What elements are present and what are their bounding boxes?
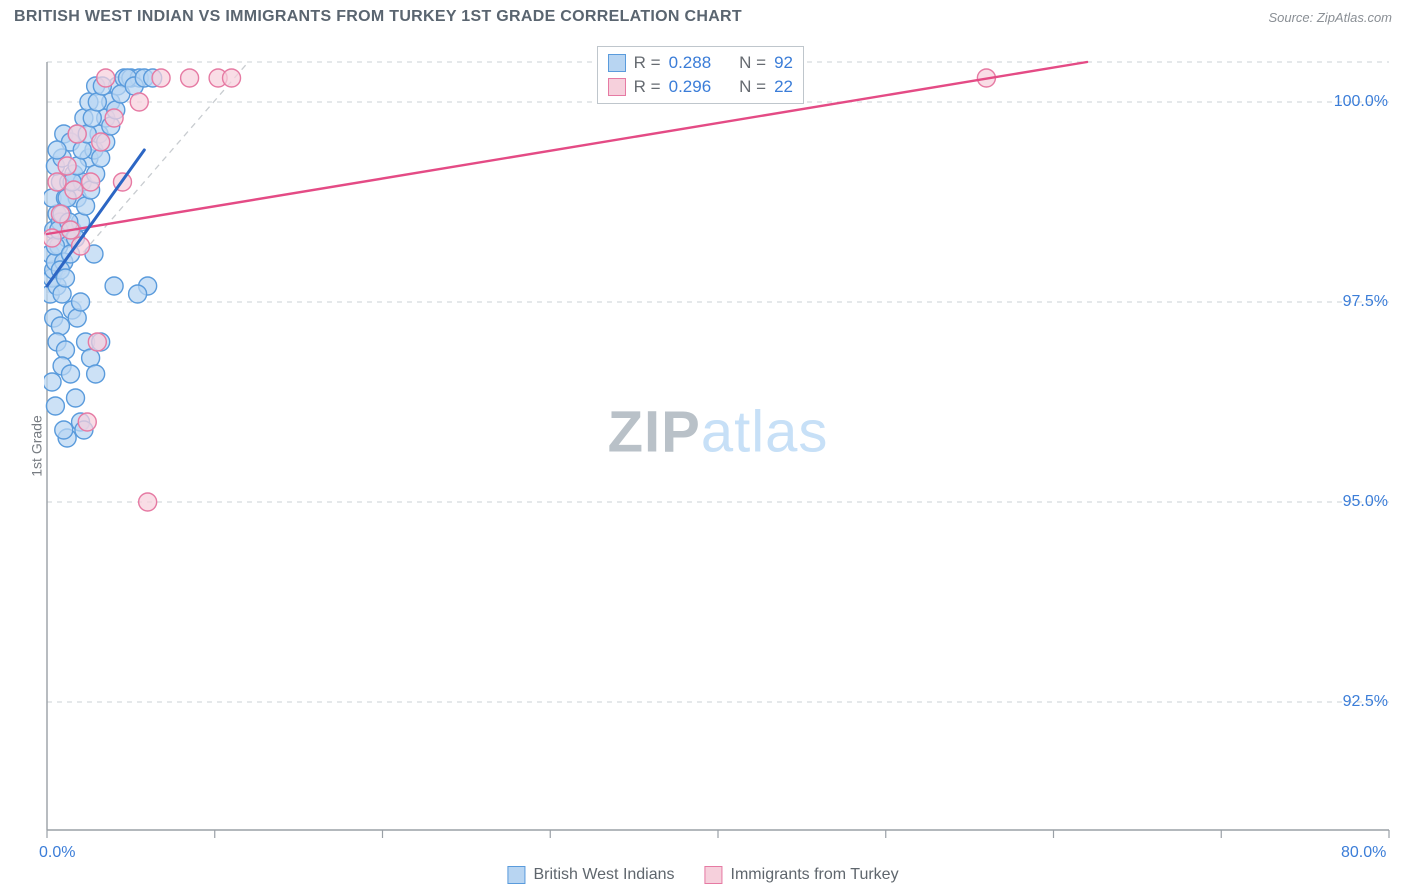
legend-row-series2: R = 0.296 N = 22 (608, 77, 793, 97)
r-label: R = (634, 53, 661, 73)
y-tick-label: 100.0% (1334, 93, 1388, 111)
swatch-series2 (608, 78, 626, 96)
series1-n-value: 92 (774, 53, 793, 73)
series2-n-value: 22 (774, 77, 793, 97)
y-axis-label: 1st Grade (29, 415, 45, 476)
correlation-legend: R = 0.288 N = 92 R = 0.296 N = 22 (597, 46, 804, 104)
chart-title: BRITISH WEST INDIAN VS IMMIGRANTS FROM T… (14, 8, 742, 26)
n-label: N = (739, 53, 766, 73)
y-tick-label: 92.5% (1343, 693, 1388, 711)
series1-r-value: 0.288 (669, 53, 712, 73)
series2-label: Immigrants from Turkey (731, 866, 899, 884)
legend-row-series1: R = 0.288 N = 92 (608, 53, 793, 73)
legend-item-series1: British West Indians (507, 866, 674, 884)
swatch-series2 (705, 866, 723, 884)
n-label: N = (739, 77, 766, 97)
y-tick-label: 95.0% (1343, 493, 1388, 511)
series2-r-value: 0.296 (669, 77, 712, 97)
swatch-series1 (507, 866, 525, 884)
series1-label: British West Indians (533, 866, 674, 884)
chart-area: ZIPatlas R = 0.288 N = 92 R = 0.296 N = … (44, 44, 1392, 852)
series-legend: British West Indians Immigrants from Tur… (507, 866, 898, 884)
r-label: R = (634, 77, 661, 97)
legend-item-series2: Immigrants from Turkey (705, 866, 899, 884)
y-tick-label: 97.5% (1343, 293, 1388, 311)
swatch-series1 (608, 54, 626, 72)
x-tick-label: 80.0% (1341, 844, 1386, 862)
x-tick-label: 0.0% (39, 844, 75, 862)
source-attribution: Source: ZipAtlas.com (1268, 10, 1392, 25)
scatter-chart-svg (44, 44, 1392, 852)
